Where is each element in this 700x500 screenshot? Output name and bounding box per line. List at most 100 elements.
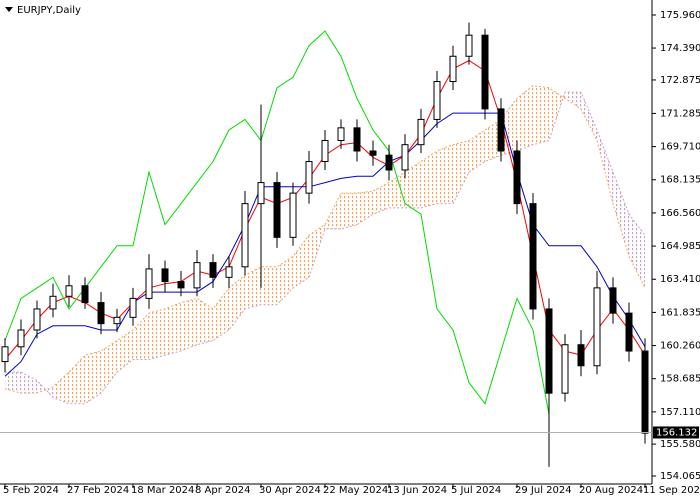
cloud-fill (469, 129, 485, 173)
cloud-fill (101, 340, 117, 394)
x-tick-label: 22 May 2024 (323, 485, 388, 496)
cloud-fill (421, 151, 437, 208)
cloud-fill (389, 172, 405, 208)
price-tag (653, 426, 699, 439)
candle-body (433, 81, 441, 120)
candle-body (1, 346, 9, 363)
cloud-fill (277, 256, 293, 305)
indicator-line (4, 30, 550, 415)
candle-body (257, 182, 265, 205)
candle-body (17, 329, 25, 348)
candle-body (81, 285, 89, 304)
candle-body (321, 139, 329, 163)
cloud-fill (533, 85, 549, 145)
y-tick-label: 161.835 (660, 307, 700, 318)
y-tick-label: 166.560 (660, 208, 700, 219)
price-label: 156.132 (656, 427, 697, 438)
candle-body (97, 302, 105, 325)
candle-body (113, 316, 121, 325)
menu-arrow[interactable] (5, 7, 13, 12)
cloud-fill (149, 308, 165, 360)
candle-body (225, 266, 233, 278)
cloud-fill (229, 275, 245, 330)
cloud-fill (133, 313, 149, 360)
cloud-fill (597, 129, 613, 204)
cloud-fill (165, 302, 181, 356)
cloud-fill (405, 161, 421, 208)
candle-body (481, 34, 489, 110)
cloud-fill (373, 182, 389, 215)
y-tick-label: 163.410 (660, 274, 700, 285)
y-tick-label: 155.580 (660, 439, 700, 450)
candle-body (145, 268, 153, 299)
candle-body (417, 118, 425, 146)
candle-body (129, 297, 137, 318)
cloud-fill (565, 92, 581, 109)
candle-body (401, 144, 409, 171)
cloud-fill (213, 287, 229, 341)
cloud-fill (485, 119, 501, 162)
candle-body (337, 127, 345, 141)
cloud-fill (261, 266, 277, 305)
candle-body (33, 308, 41, 331)
candle-body (385, 154, 393, 171)
candle-body (577, 344, 585, 367)
cloud-fill (181, 298, 197, 352)
cloud-fill (5, 372, 21, 394)
candle-body (161, 268, 169, 283)
candle-body (65, 285, 73, 297)
cloud-fill (341, 193, 357, 229)
cloud-fill (517, 85, 533, 152)
candle-body (449, 55, 457, 83)
cloud-fill (581, 92, 597, 141)
y-tick-label: 164.985 (660, 241, 700, 252)
cloud-fill (21, 372, 37, 394)
x-tick-label: 5 Jul 2024 (451, 485, 501, 496)
candle-body (593, 287, 601, 367)
y-tick-label: 168.135 (660, 175, 700, 186)
cloud-fill (613, 172, 629, 257)
candle-body (641, 350, 649, 434)
candle-body (193, 262, 201, 289)
candle-body (241, 203, 249, 268)
cloud-fill (453, 140, 469, 204)
indicator-line (4, 112, 646, 377)
candle-body (49, 295, 57, 310)
y-tick-label: 174.390 (660, 43, 700, 54)
cloud-fill (197, 298, 213, 345)
candle-body (305, 161, 313, 194)
x-tick-label: 18 Mar 2024 (131, 485, 194, 496)
cloud-fill (357, 191, 373, 225)
y-tick-label: 158.685 (660, 374, 700, 385)
y-tick-label: 169.710 (660, 142, 700, 153)
candle-body (465, 34, 473, 57)
y-tick-label: 154.065 (660, 471, 700, 482)
y-tick-label: 160.260 (660, 341, 700, 352)
x-tick-label: 29 Jul 2024 (515, 485, 572, 496)
candle-body (529, 203, 537, 310)
cloud-fill (53, 372, 69, 404)
x-tick-label: 8 Apr 2024 (195, 485, 250, 496)
cloud-fill (85, 351, 101, 404)
cloud-fill (117, 329, 133, 373)
x-tick-label: 13 Jun 2024 (387, 485, 447, 496)
candle-body (369, 150, 377, 156)
cloud-fill (501, 98, 517, 156)
candle-body (177, 281, 185, 289)
x-tick-label: 11 Sep 2024 (643, 485, 700, 496)
y-tick-label: 175.960 (660, 10, 700, 21)
x-tick-label: 5 Feb 2024 (3, 485, 59, 496)
candle-body (609, 287, 617, 314)
cloud-fill (293, 235, 309, 288)
candle-body (513, 150, 521, 205)
y-tick-label: 157.110 (660, 407, 700, 418)
chart-title: EURJPY,Daily (17, 5, 81, 16)
y-tick-label: 171.285 (660, 108, 700, 119)
candle-body (289, 192, 297, 238)
candle-body (353, 127, 361, 152)
x-tick-label: 20 Aug 2024 (579, 485, 643, 496)
cloud-fill (629, 214, 645, 288)
cloud-fill (437, 144, 453, 204)
